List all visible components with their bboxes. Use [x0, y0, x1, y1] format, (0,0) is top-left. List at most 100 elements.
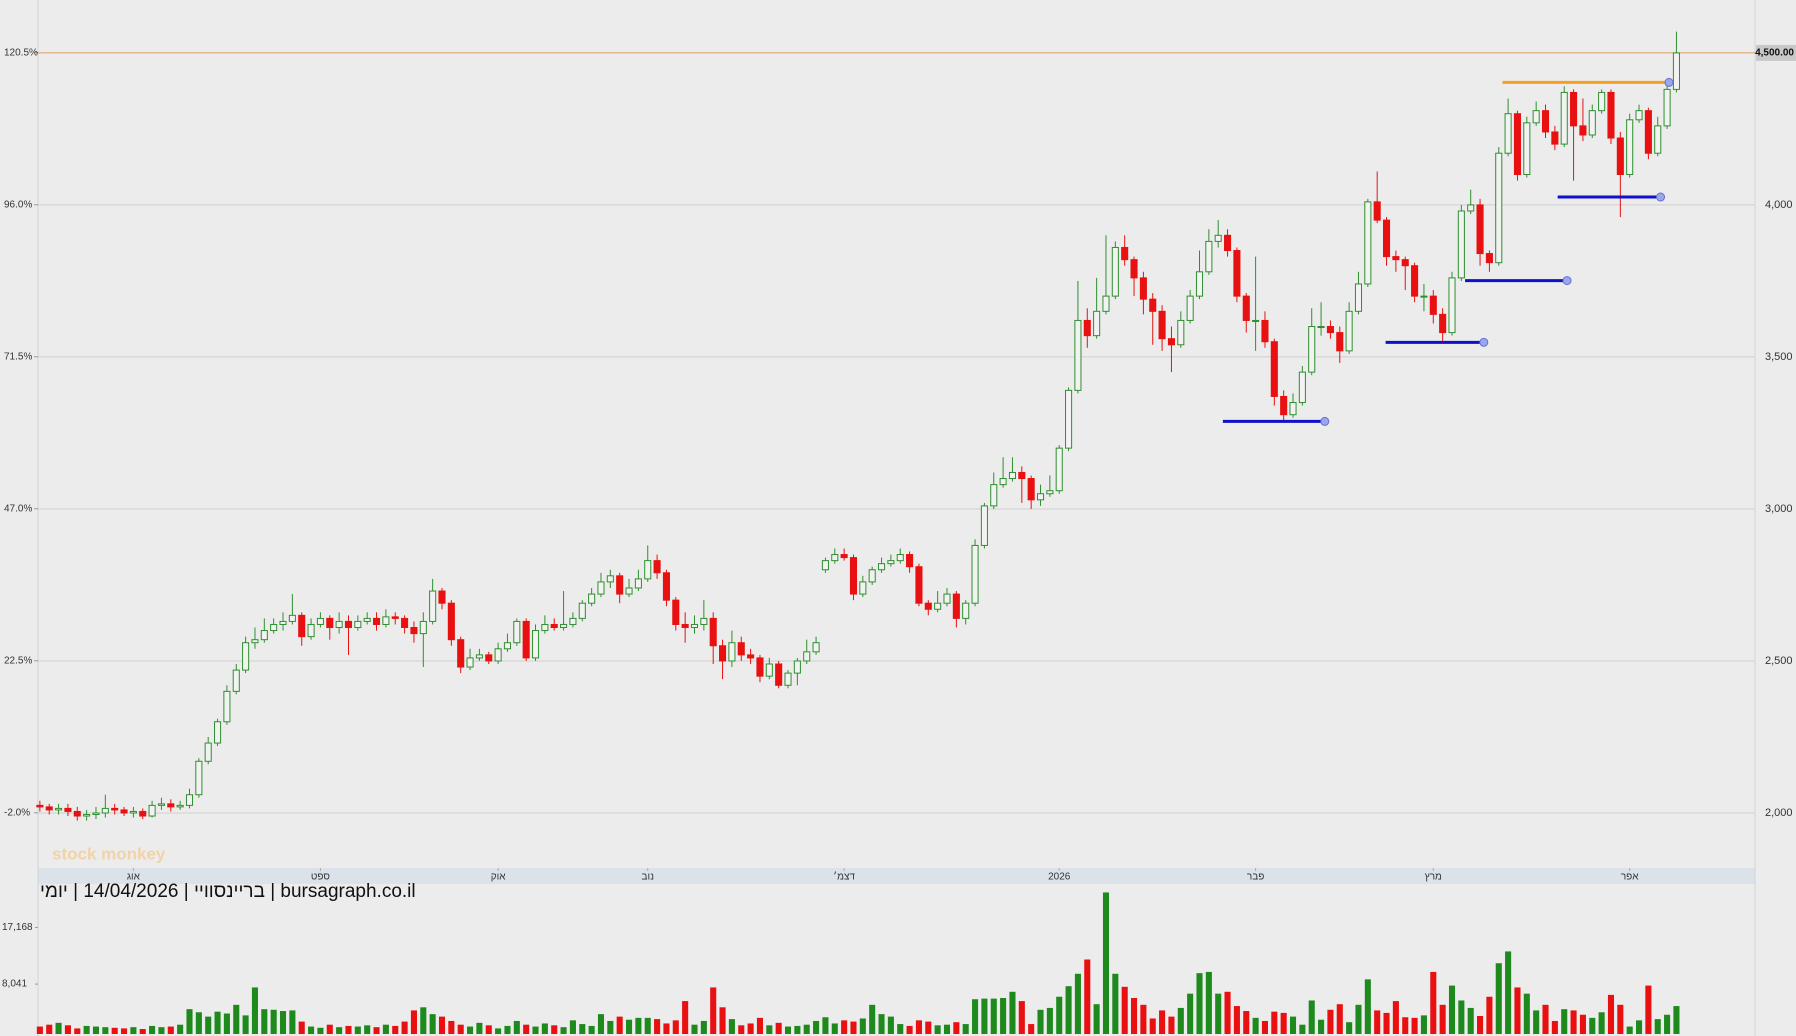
candle-body: [906, 554, 914, 568]
candle-body: [1252, 319, 1260, 322]
volume-bar: [279, 1011, 287, 1034]
candle-body: [157, 803, 165, 806]
volume-bar: [1392, 1001, 1399, 1034]
volume-bar: [953, 1022, 960, 1034]
level-handle: [1664, 77, 1674, 87]
volume-bar: [1318, 1019, 1325, 1034]
candle-body: [1523, 122, 1531, 176]
volume-bar: [410, 1010, 417, 1034]
y-tick-label: 3,000: [1765, 503, 1793, 515]
candle-body: [354, 620, 362, 629]
candle-body: [1326, 326, 1334, 334]
volume-bar: [934, 1025, 941, 1034]
volume-bar: [972, 999, 979, 1034]
candle-body: [139, 810, 147, 817]
volume-bar: [887, 1016, 894, 1034]
candle-body: [1102, 295, 1110, 312]
volume-bar: [251, 987, 259, 1034]
candle-body: [756, 657, 764, 677]
candle-body: [1392, 256, 1400, 261]
candle-body: [1214, 234, 1222, 242]
candle-body: [597, 581, 605, 595]
volume-bar: [1037, 1009, 1044, 1034]
level-handle: [1479, 337, 1489, 347]
volume-bar: [1579, 1014, 1586, 1034]
candle-body: [980, 505, 988, 546]
candle-body: [1364, 201, 1372, 285]
candle-body: [1261, 319, 1269, 343]
candle-body: [64, 807, 72, 812]
volume-bar: [429, 1014, 436, 1034]
volume-bar: [859, 1018, 866, 1034]
volume-bar: [756, 1017, 764, 1034]
candle-body: [223, 690, 231, 723]
volume-bar: [1430, 971, 1437, 1034]
volume-bar: [897, 1024, 904, 1034]
candle-body: [560, 623, 568, 629]
volume-bar: [925, 1021, 932, 1034]
x-tick-label: אפר: [1621, 872, 1639, 883]
candle-body: [719, 645, 727, 662]
candle-body: [1074, 319, 1082, 391]
candle-body: [1130, 259, 1138, 279]
candle-body: [242, 642, 250, 671]
candle-body: [1485, 253, 1493, 264]
last-price-label: 4,500.00: [1755, 48, 1794, 59]
volume-bar: [1177, 1007, 1184, 1034]
candle-body: [1111, 246, 1119, 297]
candle-body: [747, 654, 755, 659]
candle-body: [120, 809, 128, 814]
volume-bar: [1112, 973, 1119, 1034]
volume-bar: [766, 1025, 773, 1034]
candle-body: [1401, 259, 1409, 267]
volume-bar: [1607, 994, 1615, 1034]
candle-body: [868, 569, 876, 583]
volume-bar: [1159, 1010, 1166, 1034]
candle-body: [1411, 265, 1419, 297]
volume-bar: [1252, 1017, 1259, 1034]
volume-bar: [467, 1026, 474, 1034]
candle-body: [1167, 338, 1175, 346]
volume-bar: [1598, 1012, 1605, 1034]
candle-body: [578, 602, 586, 619]
candle-body: [1270, 341, 1278, 397]
volume-bar: [373, 1027, 380, 1034]
candle-body: [784, 672, 792, 686]
candle-body: [232, 669, 240, 692]
volume-bar: [1617, 1004, 1624, 1034]
candle-body: [1616, 137, 1624, 176]
candle-body: [1607, 91, 1615, 139]
volume-bar: [1289, 1016, 1297, 1034]
volume-bar: [261, 1009, 268, 1034]
candle-body: [344, 620, 353, 629]
x-tick-label: 2026: [1048, 872, 1071, 883]
candle-body: [1308, 326, 1316, 373]
volume-bar: [1243, 1011, 1250, 1034]
candle-body: [803, 651, 811, 662]
candle-body: [1336, 332, 1344, 352]
candle-body: [1495, 152, 1503, 264]
volume-bar: [654, 1019, 661, 1034]
volume-bar: [1664, 1014, 1671, 1034]
volume-bar: [74, 1028, 81, 1034]
volume-bar: [625, 1019, 633, 1034]
y2-tick-label: -2.0%: [4, 807, 30, 818]
x-tick-label: פבר: [1247, 872, 1264, 883]
volume-bar: [682, 1001, 689, 1034]
volume-bar: [597, 1014, 605, 1034]
candle-body: [681, 623, 689, 629]
candle-body: [541, 623, 549, 632]
x-tick-label: מרץ: [1425, 872, 1442, 883]
candle-body: [934, 602, 942, 610]
candle-body: [466, 657, 474, 668]
volume-bar: [298, 1021, 305, 1034]
candle-body: [1439, 313, 1447, 334]
volume-bar: [1130, 997, 1138, 1034]
candle-body: [1139, 277, 1147, 300]
candle-body: [391, 616, 399, 619]
candle-body: [204, 742, 212, 762]
candle-body: [101, 807, 109, 814]
candle-body: [1513, 113, 1522, 176]
volume-bar: [1551, 1020, 1558, 1034]
